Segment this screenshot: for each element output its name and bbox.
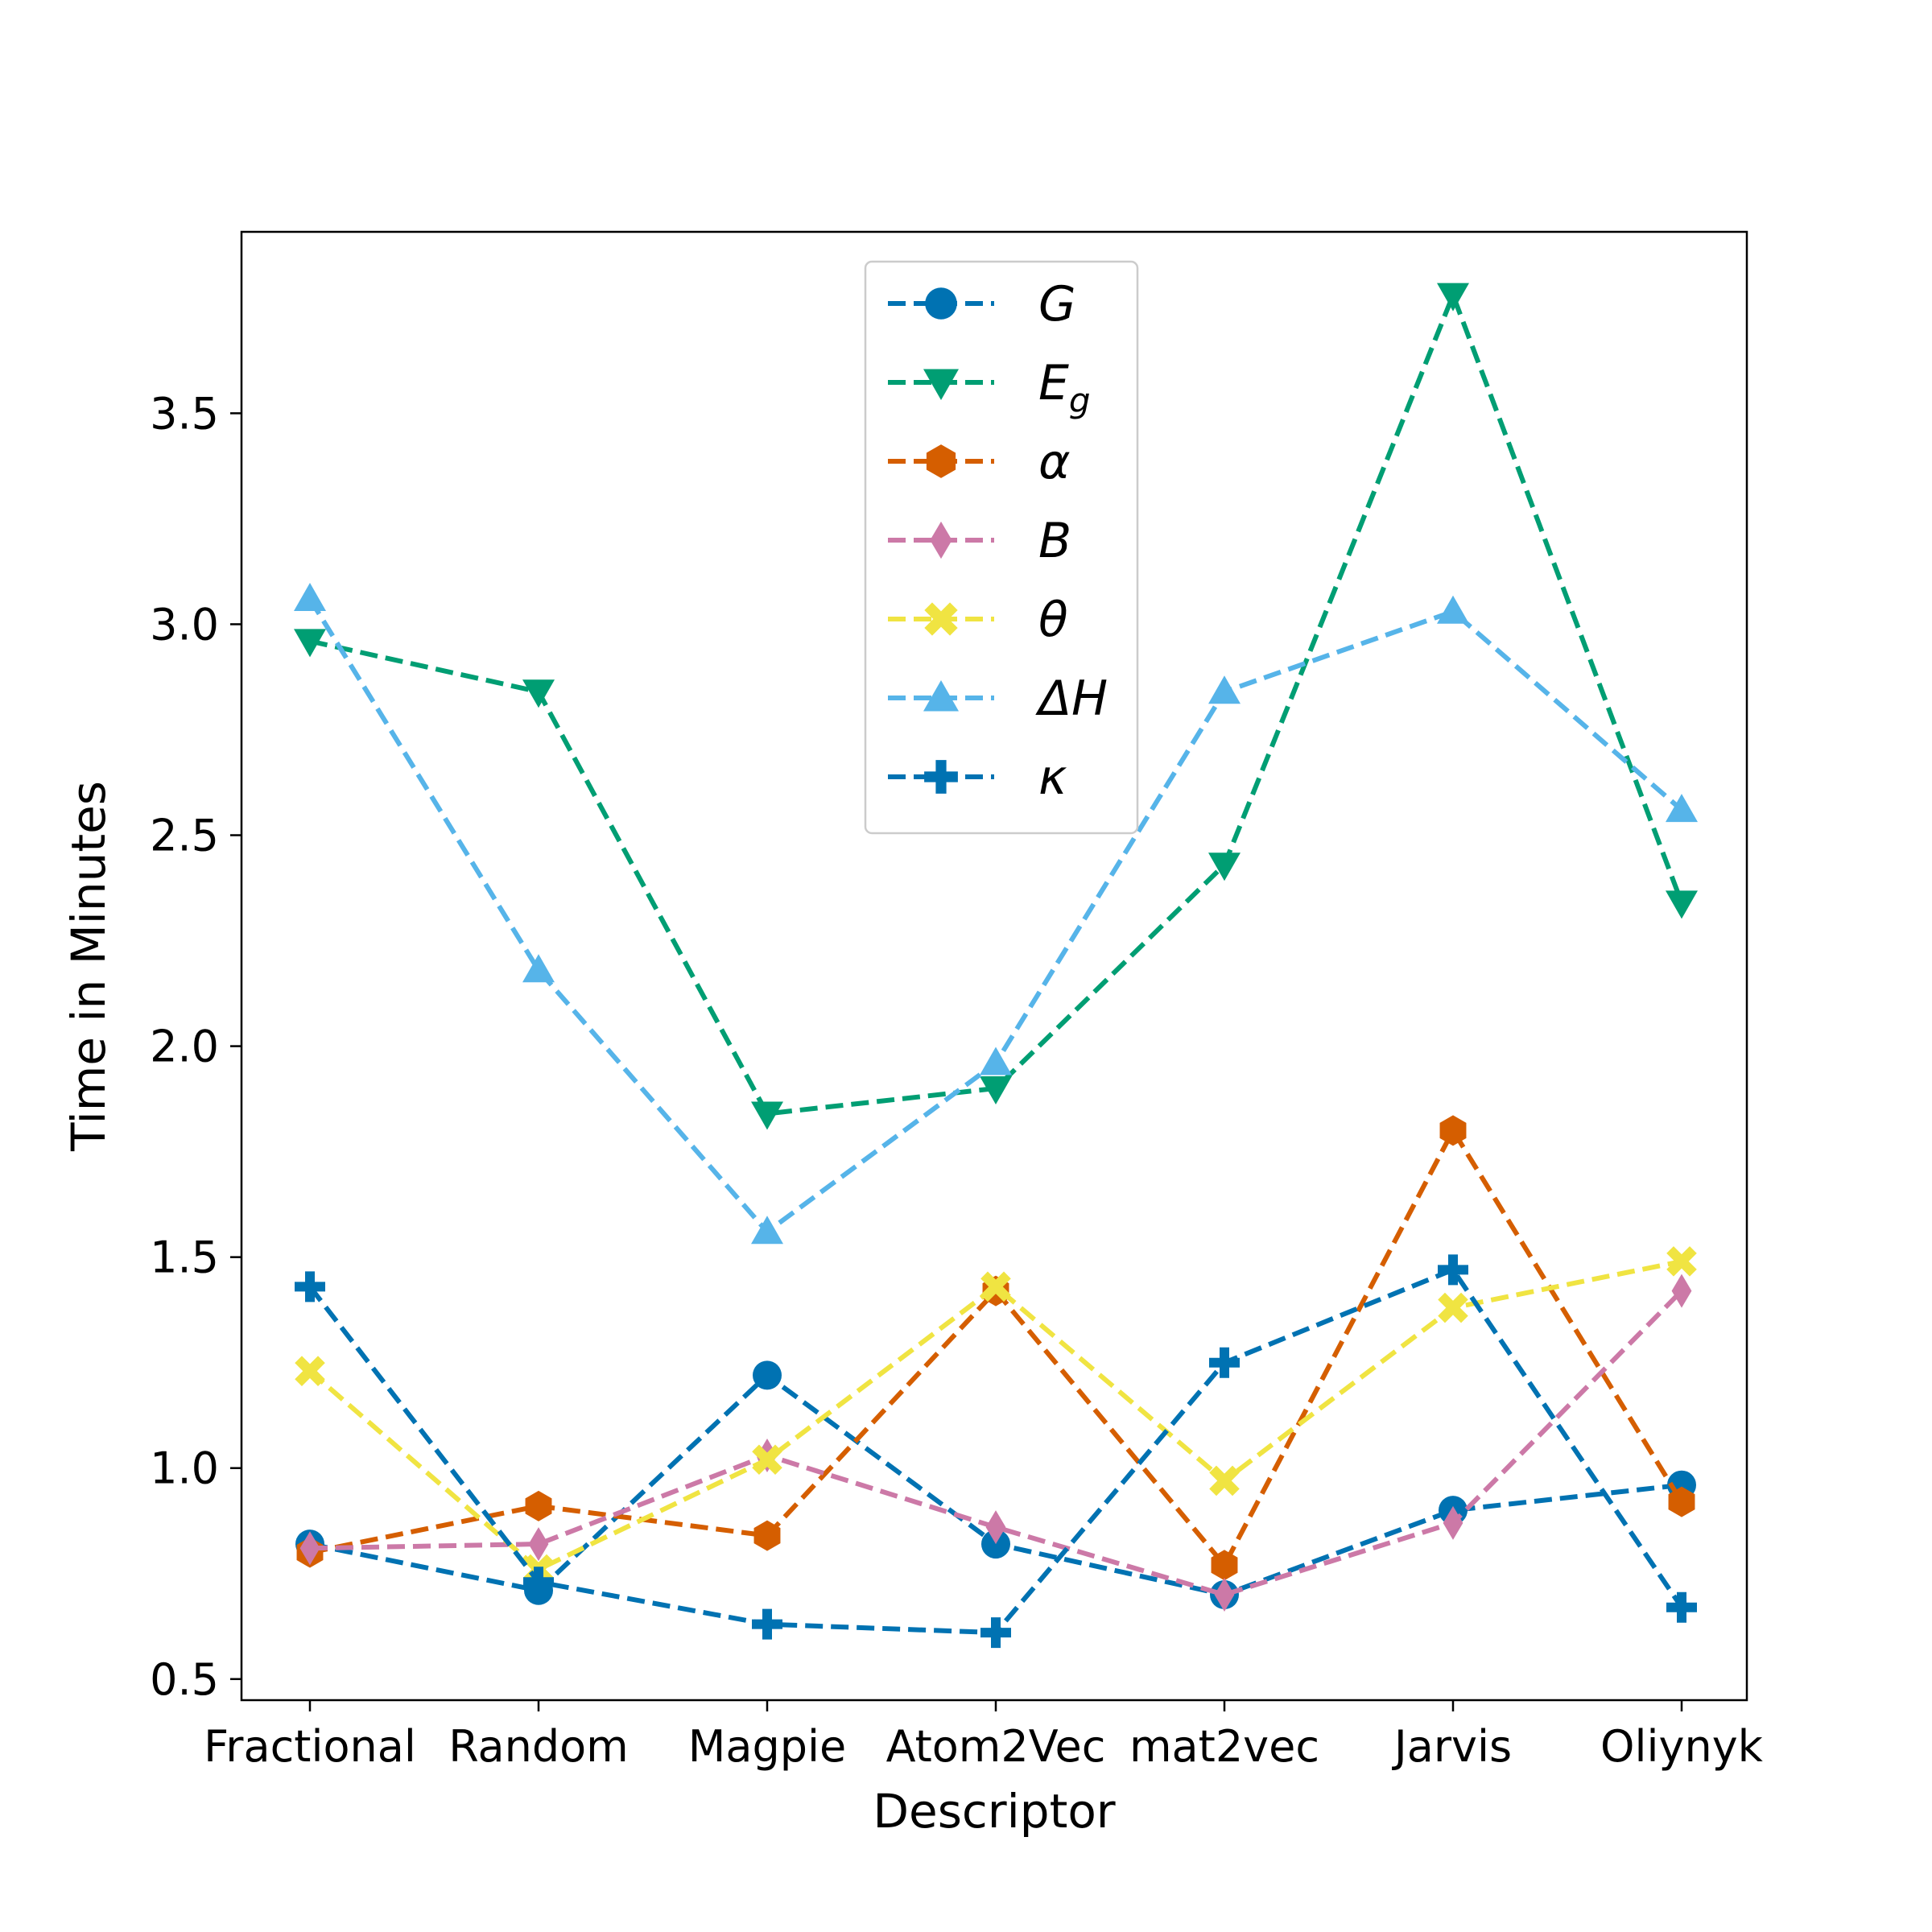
data-point-alpha bbox=[525, 1490, 552, 1521]
data-point-eg bbox=[294, 629, 326, 658]
data-point-delta-h bbox=[294, 583, 326, 611]
data-point-eg bbox=[751, 1101, 783, 1130]
data-point-eg bbox=[522, 679, 555, 708]
data-point-g bbox=[753, 1360, 782, 1390]
plot-area-frame bbox=[240, 230, 1748, 1702]
y-axis-label: Time in Minutes bbox=[61, 781, 116, 1152]
legend-item-alpha: α bbox=[888, 434, 1071, 490]
data-point-alpha bbox=[1668, 1486, 1695, 1517]
legend-marker bbox=[923, 369, 959, 400]
legend-marker bbox=[930, 521, 952, 559]
data-point-theta bbox=[1209, 1465, 1240, 1496]
data-point-theta bbox=[1666, 1246, 1697, 1277]
data-point-kappa bbox=[523, 1567, 554, 1598]
data-point-b bbox=[528, 1527, 549, 1562]
data-point-b bbox=[1671, 1274, 1692, 1308]
data-point-theta bbox=[980, 1271, 1011, 1302]
series-layer bbox=[294, 283, 1698, 1649]
legend-item-delta-h: ΔH bbox=[888, 671, 1108, 727]
y-tick-label: 1.0 bbox=[150, 1443, 219, 1494]
data-point-kappa bbox=[1209, 1347, 1240, 1378]
x-tick-label: mat2vec bbox=[1129, 1721, 1319, 1772]
legend-marker bbox=[924, 760, 958, 794]
legend-label: κ bbox=[1038, 749, 1067, 806]
x-tick-label: Oliynyk bbox=[1600, 1721, 1764, 1772]
series-eg bbox=[294, 283, 1698, 1130]
axis-ticks: Fractional Random Magpie Atom2Vec mat2vec Jar… bbox=[150, 388, 1764, 1772]
legend-label: α bbox=[1038, 434, 1071, 490]
data-point-theta bbox=[752, 1444, 782, 1476]
legend-marker bbox=[926, 444, 956, 478]
series-delta-h bbox=[294, 583, 1698, 1245]
data-point-b bbox=[1443, 1505, 1463, 1540]
y-tick-label: 2.0 bbox=[150, 1022, 219, 1072]
data-point-kappa bbox=[295, 1271, 325, 1302]
x-tick-label: Random bbox=[448, 1721, 629, 1772]
data-point-kappa bbox=[980, 1617, 1011, 1649]
x-tick-label: Jarvis bbox=[1392, 1721, 1512, 1772]
legend-box bbox=[864, 260, 1139, 835]
legend-item-b: B bbox=[888, 513, 1071, 569]
data-point-kappa bbox=[752, 1608, 782, 1640]
data-point-eg bbox=[1666, 890, 1698, 919]
data-point-delta-h bbox=[751, 1216, 783, 1245]
data-point-b bbox=[1214, 1577, 1235, 1612]
legend-label: B bbox=[1038, 513, 1071, 569]
series-theta bbox=[295, 1246, 1697, 1585]
legend-label: ΔH bbox=[1035, 671, 1108, 727]
data-point-theta bbox=[1438, 1292, 1468, 1323]
series-kappa bbox=[295, 1254, 1697, 1649]
y-tick-label: 2.5 bbox=[150, 811, 219, 861]
data-point-eg bbox=[980, 1076, 1012, 1104]
data-point-b bbox=[299, 1531, 320, 1566]
data-point-delta-h bbox=[1437, 595, 1469, 624]
legend-marker bbox=[925, 287, 957, 320]
y-tick-label: 1.5 bbox=[150, 1232, 219, 1283]
y-tick-label: 3.5 bbox=[150, 388, 219, 439]
data-point-alpha bbox=[1211, 1550, 1238, 1581]
x-tick-label: Atom2Vec bbox=[886, 1721, 1106, 1772]
data-point-eg bbox=[1437, 283, 1469, 312]
data-point-eg bbox=[1208, 852, 1241, 881]
x-tick-label: Magpie bbox=[688, 1721, 846, 1772]
data-point-alpha bbox=[753, 1520, 781, 1551]
data-point-delta-h bbox=[980, 1046, 1012, 1075]
legend-label: G bbox=[1038, 276, 1076, 332]
legend-item-g: G bbox=[888, 276, 1076, 332]
data-point-kappa bbox=[1438, 1254, 1468, 1286]
x-axis-label: Descriptor bbox=[873, 1784, 1115, 1839]
x-tick-label: Fractional bbox=[204, 1721, 416, 1772]
data-point-b bbox=[985, 1510, 1006, 1545]
legend-marker bbox=[924, 602, 958, 636]
legend-item-kappa: κ bbox=[888, 749, 1067, 806]
data-point-delta-h bbox=[1666, 794, 1698, 823]
data-point-alpha bbox=[1439, 1115, 1467, 1146]
legend-item-theta: θ bbox=[888, 592, 1068, 648]
data-point-delta-h bbox=[522, 954, 555, 983]
data-point-theta bbox=[295, 1356, 325, 1386]
y-tick-label: 3.0 bbox=[150, 599, 219, 650]
y-tick-label: 0.5 bbox=[150, 1654, 219, 1705]
legend-marker bbox=[923, 680, 959, 712]
data-point-delta-h bbox=[1208, 675, 1241, 704]
data-point-kappa bbox=[1666, 1591, 1697, 1623]
legend-label: θ bbox=[1038, 592, 1068, 648]
